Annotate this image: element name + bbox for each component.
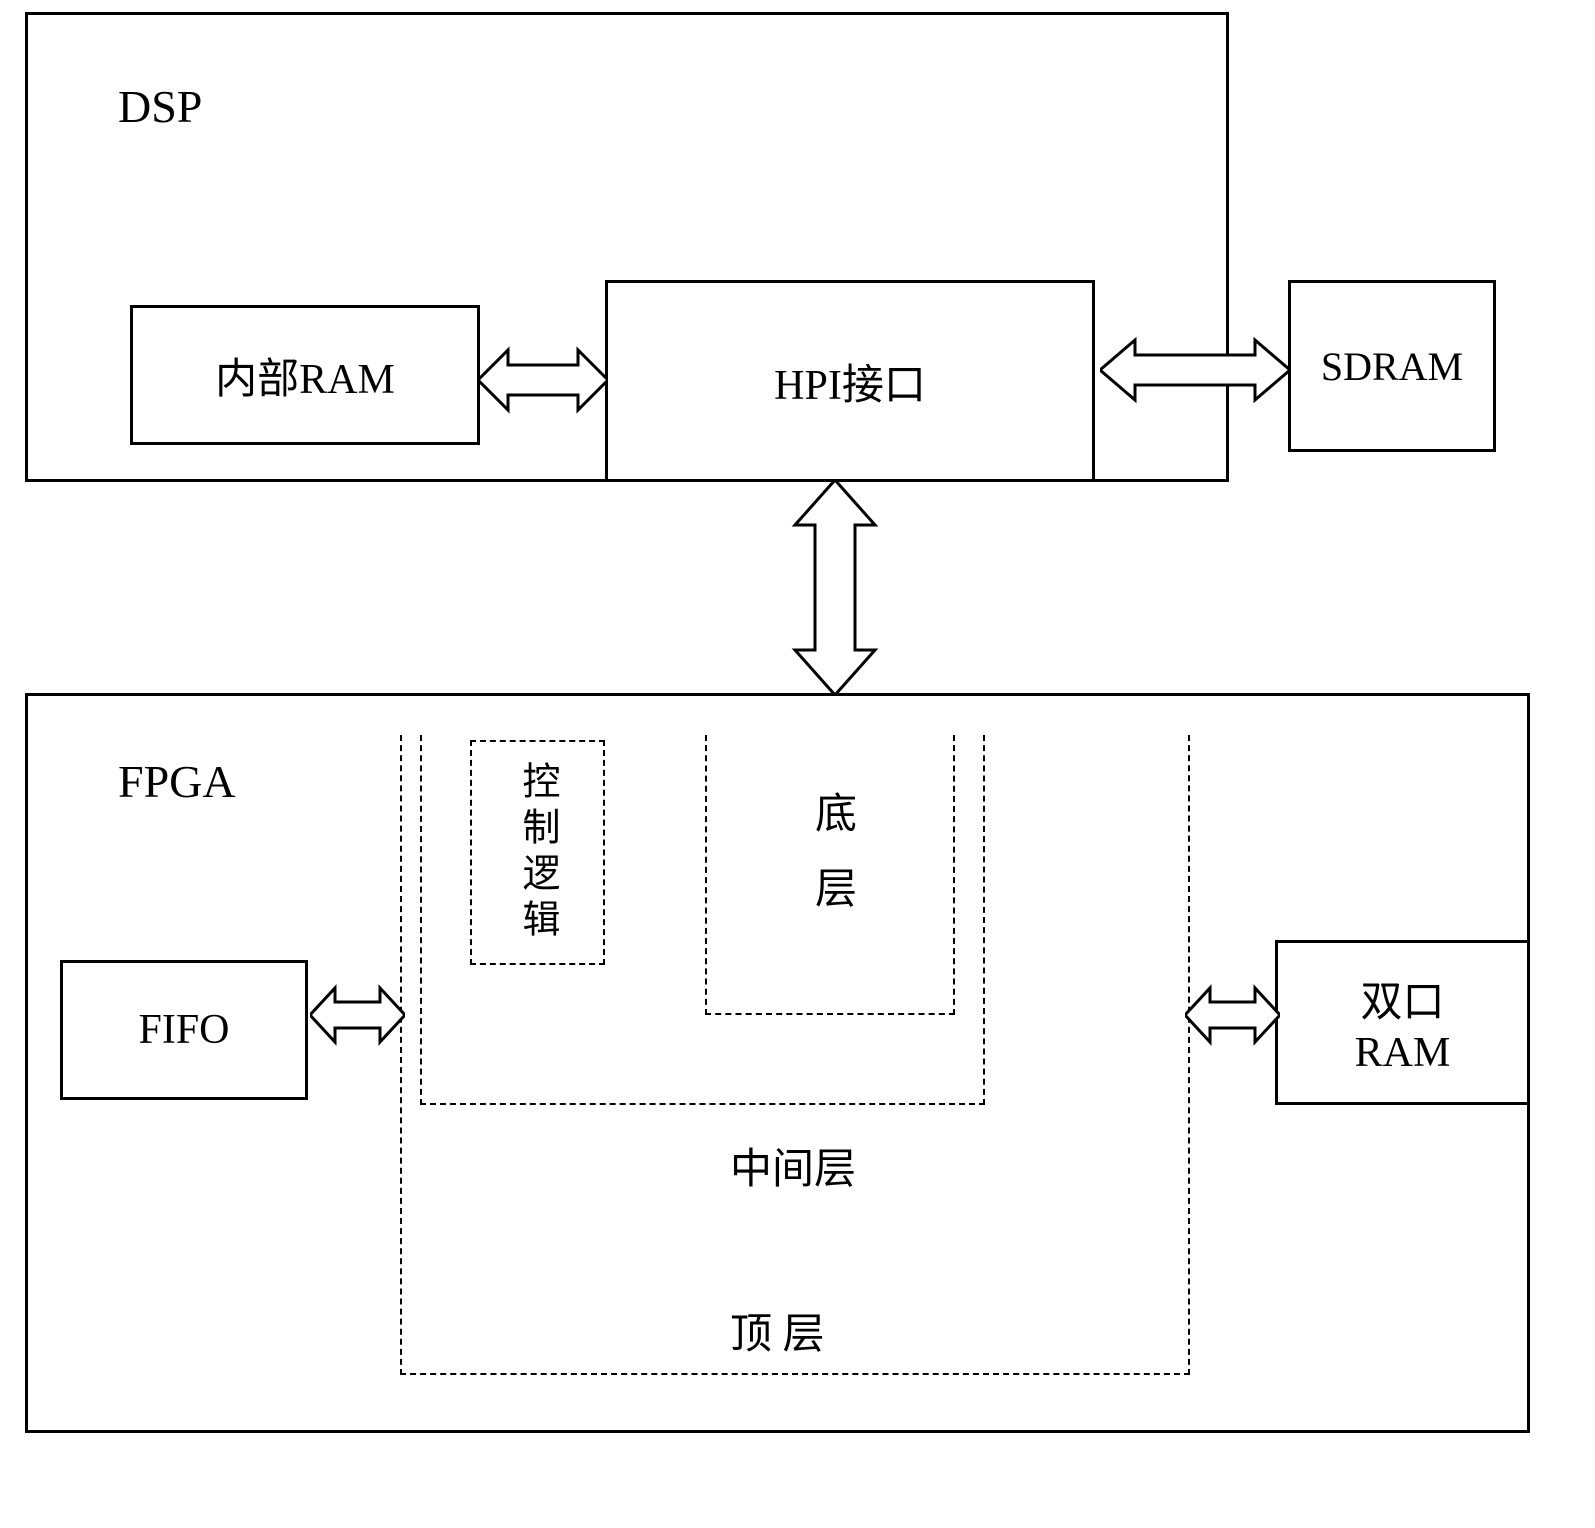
- control-logic-label: 控制逻辑: [510, 761, 565, 945]
- hpi-box: HPI接口: [605, 280, 1095, 482]
- dualport-ram-label1: 双口: [1360, 968, 1444, 1029]
- fifo-label: FIFO: [138, 1006, 229, 1054]
- fifo-box: FIFO: [60, 960, 308, 1100]
- arrow-hpi-sdram: [1100, 335, 1290, 405]
- internal-ram-label: 内部RAM: [215, 345, 395, 406]
- arrow-fifo-layers: [310, 980, 405, 1050]
- top-layer-label: 顶 层: [730, 1300, 825, 1361]
- hpi-label: HPI接口: [774, 351, 926, 412]
- arrow-layers-ram: [1185, 980, 1280, 1050]
- dualport-ram-box: 双口 RAM: [1275, 940, 1530, 1105]
- bottom-layer-label1: 底: [815, 780, 857, 841]
- fpga-title: FPGA: [118, 755, 236, 808]
- sdram-label: SDRAM: [1321, 343, 1463, 390]
- arrow-hpi-fpga: [790, 480, 880, 695]
- bottom-layer-label2: 层: [815, 855, 857, 916]
- control-logic-box: 控制逻辑: [470, 740, 605, 965]
- internal-ram-box: 内部RAM: [130, 305, 480, 445]
- middle-layer-label: 中间层: [730, 1135, 856, 1196]
- arrow-ram-hpi: [478, 345, 608, 415]
- sdram-box: SDRAM: [1288, 280, 1496, 452]
- dsp-title: DSP: [118, 80, 202, 133]
- dualport-ram-label2: RAM: [1355, 1029, 1451, 1077]
